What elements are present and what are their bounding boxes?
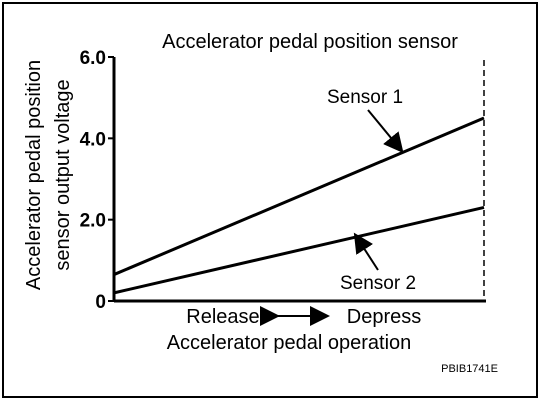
y-tick-label: 6.0 [80, 48, 106, 69]
series-group [113, 116, 485, 295]
y-tick-label: 2.0 [80, 211, 106, 232]
sensor-1-leader-arrow [367, 109, 404, 154]
y-axis-label: Accelerator pedal position sensor output… [23, 60, 74, 290]
chart-title: Accelerator pedal position sensor [162, 31, 458, 53]
series-line-sensor-1 [113, 116, 485, 276]
sensor-2-leader-arrow [353, 232, 379, 271]
series-label-sensor-1: Sensor 1 [327, 87, 403, 108]
x-axis-label: Accelerator pedal operation [167, 332, 412, 354]
figure-frame [2, 2, 538, 398]
figure-code: PBIB1741E [441, 363, 498, 375]
y-ticks: 0 2.0 4.0 6.0 [80, 48, 114, 313]
y-axis-label-line-1: Accelerator pedal position [23, 60, 45, 290]
x-tick-release: Release [186, 306, 259, 328]
x-tick-depress: Depress [347, 306, 421, 328]
y-axis-label-line-2: sensor output voltage [52, 79, 74, 270]
series-label-sensor-2: Sensor 2 [340, 273, 416, 294]
y-tick-label: 0 [95, 292, 106, 313]
series-line-sensor-2 [113, 206, 485, 295]
y-tick-label: 4.0 [80, 129, 106, 150]
